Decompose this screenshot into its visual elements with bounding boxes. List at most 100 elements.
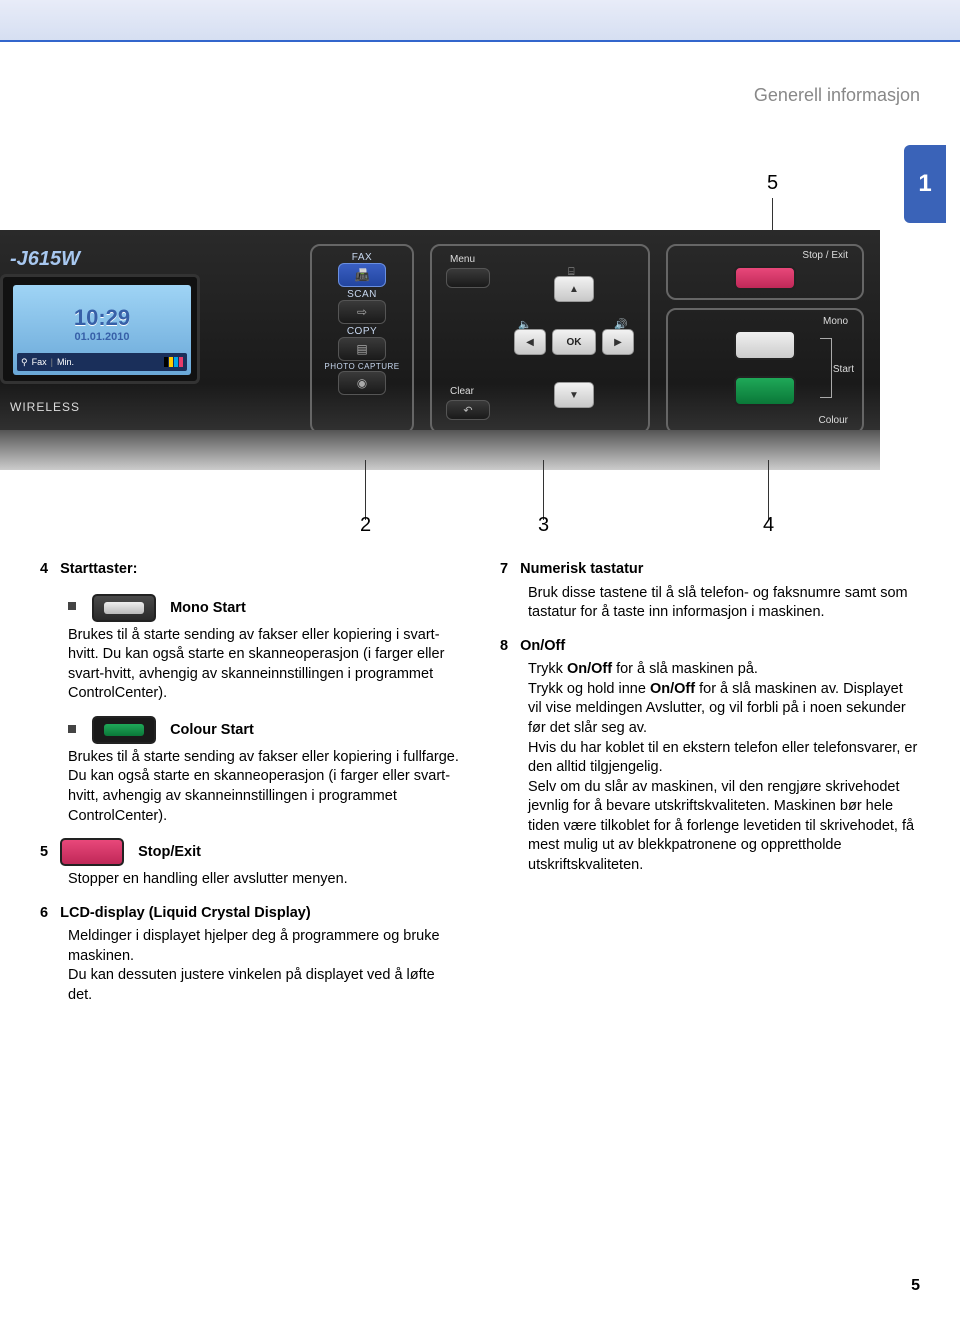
- wireless-label: WIRELESS: [10, 400, 80, 414]
- mono-label: Mono: [823, 316, 848, 327]
- copy-icon: ▤: [356, 342, 367, 356]
- item4-title: Starttaster:: [60, 561, 137, 577]
- mono-start-button[interactable]: [734, 330, 796, 360]
- back-icon: ↶: [463, 404, 472, 417]
- item8-num: 8: [500, 637, 508, 657]
- callout-4: 4: [763, 514, 774, 537]
- callout-3: 3: [538, 514, 549, 537]
- dpad: ⌸ 🔈 🔊 ▲ ▼ ◀ ▶ OK: [506, 262, 642, 422]
- start-box: Mono Start Colour: [666, 308, 864, 434]
- right-column: 7 Numerisk tastatur Bruk disse tastene t…: [500, 560, 920, 1019]
- left-column: 4 Starttaster: Mono Start Brukes til å s…: [40, 560, 460, 1019]
- start-label: Start: [833, 364, 854, 375]
- panel-body: -J615W 10:29 01.01.2010 ⚲ Fax | Min.: [0, 230, 880, 450]
- item7-desc: Bruk disse tastene til å slå telefon- og…: [528, 584, 920, 623]
- page-number: 5: [911, 1277, 920, 1295]
- ink-cyan: [174, 357, 178, 367]
- action-group: Stop / Exit Mono Start Colour: [666, 244, 864, 434]
- callout-line-4: [768, 460, 769, 520]
- mode-scan: SCAN ⇨: [320, 289, 404, 324]
- lcd-min: Min.: [57, 357, 74, 367]
- lcd-time: 10:29: [74, 305, 130, 331]
- ink-yellow: [169, 357, 173, 367]
- section-title: Generell informasjon: [754, 85, 920, 106]
- callout-2: 2: [360, 514, 371, 537]
- printer-panel-diagram: -J615W 10:29 01.01.2010 ⚲ Fax | Min.: [0, 230, 880, 500]
- mono-start-desc: Brukes til å starte sending av fakser el…: [68, 626, 460, 704]
- item-7: 7 Numerisk tastatur Bruk disse tastene t…: [500, 560, 920, 623]
- lcd-fax: Fax: [32, 357, 47, 367]
- mode-fax: FAX 📠: [320, 252, 404, 287]
- item7-title: Numerisk tastatur: [520, 561, 643, 577]
- item8-p4: Selv om du slår av maskinen, vil den ren…: [528, 778, 920, 876]
- callout-line-2: [365, 460, 366, 520]
- item8-p3: Hvis du har koblet til en ekstern telefo…: [528, 739, 920, 778]
- fax-label: FAX: [352, 252, 372, 263]
- mode-copy: COPY ▤: [320, 326, 404, 361]
- colour-start-label: Colour Start: [170, 722, 254, 738]
- scan-button[interactable]: ⇨: [338, 300, 386, 324]
- panel-bezel: [0, 430, 880, 470]
- photo-label: PHOTO CAPTURE: [324, 363, 399, 371]
- header-band: [0, 0, 960, 42]
- chapter-tab: 1: [904, 145, 946, 223]
- nav-group: Menu Clear ↶ ⌸ 🔈 🔊 ▲ ▼ ◀ ▶ OK: [430, 244, 650, 434]
- stop-button-icon: [60, 838, 124, 866]
- scan-label: SCAN: [347, 289, 377, 300]
- bullet-icon: [68, 602, 76, 610]
- mono-start-section: Mono Start Brukes til å starte sending a…: [68, 594, 460, 704]
- item7-num: 7: [500, 560, 508, 580]
- down-button[interactable]: ▼: [554, 382, 594, 408]
- bullet-icon: [68, 725, 76, 733]
- model-label: -J615W: [10, 248, 80, 271]
- mono-start-label: Mono Start: [170, 599, 246, 615]
- copy-button[interactable]: ▤: [338, 337, 386, 361]
- item4-num: 4: [40, 560, 48, 580]
- text-content: 4 Starttaster: Mono Start Brukes til å s…: [40, 560, 920, 1019]
- fax-button[interactable]: 📠: [338, 263, 386, 287]
- callout-line-3: [543, 460, 544, 520]
- colour-start-desc: Brukes til å starte sending av fakser el…: [68, 748, 460, 826]
- menu-button[interactable]: [446, 268, 490, 288]
- stop-box: Stop / Exit: [666, 244, 864, 300]
- menu-label: Menu: [450, 254, 475, 265]
- left-button[interactable]: ◀: [514, 329, 546, 355]
- item-5: 5 Stop/Exit Stopper en handling eller av…: [40, 838, 460, 890]
- lcd-date: 01.01.2010: [74, 331, 129, 343]
- stop-exit-button[interactable]: [734, 266, 796, 290]
- item6-num: 6: [40, 904, 48, 924]
- up-button[interactable]: ▲: [554, 276, 594, 302]
- item5-desc: Stopper en handling eller avslutter meny…: [68, 870, 460, 890]
- wifi-icon: ⚲: [21, 357, 28, 368]
- callout-5: 5: [767, 172, 778, 195]
- camera-icon: ◉: [357, 376, 367, 390]
- colour-start-section: Colour Start Brukes til å starte sending…: [68, 716, 460, 826]
- item-8: 8 On/Off Trykk On/Off for å slå maskinen…: [500, 637, 920, 876]
- right-button[interactable]: ▶: [602, 329, 634, 355]
- mode-button-group: FAX 📠 SCAN ⇨ COPY ▤ PHOTO CAPTURE ◉: [310, 244, 414, 434]
- photo-button[interactable]: ◉: [338, 371, 386, 395]
- colour-label: Colour: [819, 415, 848, 426]
- ok-button[interactable]: OK: [552, 329, 596, 355]
- item5-num: 5: [40, 843, 48, 863]
- stop-exit-label: Stop / Exit: [802, 250, 848, 261]
- colour-start-button[interactable]: [734, 376, 796, 406]
- start-bracket: [820, 338, 832, 398]
- mode-photo: PHOTO CAPTURE ◉: [320, 363, 404, 395]
- callout-row: 2 3 4: [0, 514, 900, 544]
- lcd-display: 10:29 01.01.2010 ⚲ Fax | Min.: [0, 274, 200, 384]
- ink-black: [164, 357, 168, 367]
- item6-title: LCD-display (Liquid Crystal Display): [60, 905, 311, 921]
- item8-p2: Trykk og hold inne On/Off for å slå mask…: [528, 680, 920, 739]
- stop-exit-text: Stop/Exit: [138, 844, 201, 860]
- fax-icon: 📠: [355, 268, 370, 282]
- scan-icon: ⇨: [357, 305, 367, 319]
- colour-button-icon: [92, 716, 156, 744]
- ink-magenta: [179, 357, 183, 367]
- mono-button-icon: [92, 594, 156, 622]
- item6-p1: Meldinger i displayet hjelper deg å prog…: [68, 927, 460, 966]
- lcd-status-bar: ⚲ Fax | Min.: [17, 353, 187, 371]
- ink-levels: [164, 357, 183, 367]
- callout-line-5: [772, 198, 773, 234]
- clear-button[interactable]: ↶: [446, 400, 490, 420]
